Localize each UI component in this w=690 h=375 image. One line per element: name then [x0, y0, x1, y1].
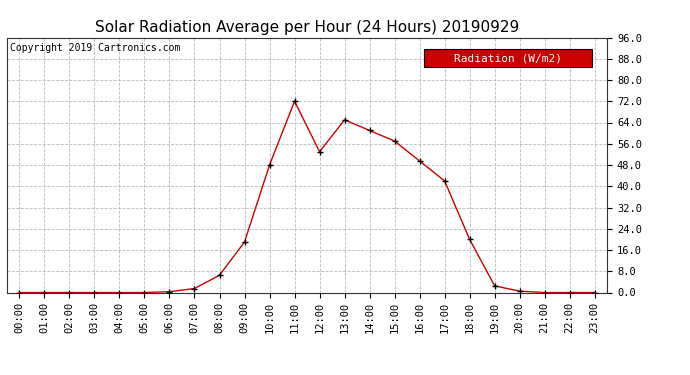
- Title: Solar Radiation Average per Hour (24 Hours) 20190929: Solar Radiation Average per Hour (24 Hou…: [95, 20, 519, 35]
- Text: Radiation (W/m2): Radiation (W/m2): [454, 53, 562, 63]
- Text: Copyright 2019 Cartronics.com: Copyright 2019 Cartronics.com: [10, 43, 180, 52]
- FancyBboxPatch shape: [424, 49, 592, 68]
